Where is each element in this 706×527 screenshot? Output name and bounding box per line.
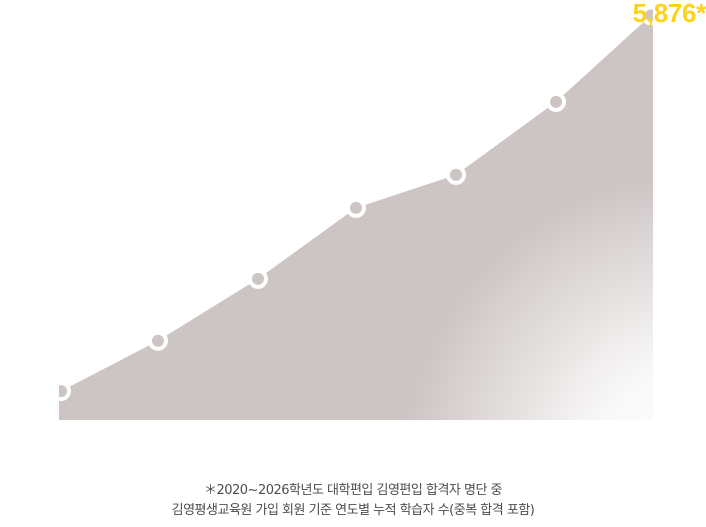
data-point-2020 <box>446 164 466 185</box>
data-point-2018 <box>248 268 268 289</box>
data-points <box>59 5 653 402</box>
data-point-2019 <box>346 197 366 218</box>
footnote-line-1: ＊2020~2026학년도 대학편입 김영편입 합격자 명단 중 <box>203 483 503 498</box>
footnote: ＊2020~2026학년도 대학편입 김영편입 합격자 명단 중 김영평생교육원… <box>0 481 706 521</box>
footnote-line-2: 김영평생교육원 가입 회원 기준 연도별 누적 학습자 수(중복 합격 포함) <box>171 503 535 518</box>
data-point-2022 <box>641 5 653 26</box>
data-point-2016 <box>59 381 71 402</box>
data-point-2017 <box>148 330 168 351</box>
highlight-value-label: 5,876* <box>632 0 706 28</box>
data-point-2021 <box>546 91 566 112</box>
